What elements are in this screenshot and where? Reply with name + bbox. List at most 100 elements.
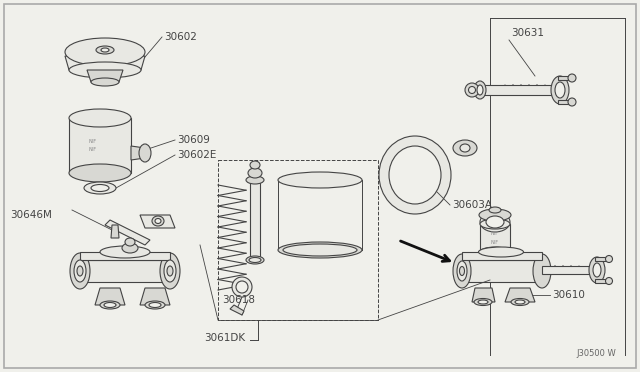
Polygon shape (472, 288, 495, 302)
Text: 30631: 30631 (511, 28, 544, 38)
Ellipse shape (100, 246, 150, 258)
Polygon shape (230, 305, 244, 315)
Ellipse shape (145, 301, 165, 309)
Ellipse shape (460, 144, 470, 152)
Bar (218, 160, 378, 320)
Ellipse shape (278, 242, 362, 258)
Ellipse shape (533, 254, 551, 288)
Bar (595, 257, 609, 261)
Polygon shape (140, 215, 175, 228)
Ellipse shape (149, 302, 161, 308)
Ellipse shape (70, 253, 90, 289)
Polygon shape (80, 260, 170, 282)
Ellipse shape (457, 261, 467, 281)
Ellipse shape (65, 38, 145, 66)
Ellipse shape (139, 144, 151, 162)
Polygon shape (462, 252, 542, 260)
Ellipse shape (84, 182, 116, 194)
Ellipse shape (249, 257, 261, 263)
Ellipse shape (77, 266, 83, 276)
Bar (480, 85, 560, 95)
Ellipse shape (91, 185, 109, 192)
Polygon shape (462, 260, 542, 282)
Polygon shape (87, 70, 123, 82)
Ellipse shape (74, 260, 86, 282)
Text: 30602: 30602 (164, 32, 197, 42)
Ellipse shape (453, 254, 471, 288)
Ellipse shape (589, 257, 605, 283)
Ellipse shape (69, 62, 141, 78)
Bar (595, 279, 609, 283)
Text: NIF: NIF (88, 147, 96, 152)
Ellipse shape (96, 46, 114, 54)
Ellipse shape (246, 256, 264, 264)
Ellipse shape (155, 218, 161, 224)
Ellipse shape (568, 98, 576, 106)
Ellipse shape (480, 219, 510, 229)
Text: 30609: 30609 (177, 135, 210, 145)
Ellipse shape (551, 76, 569, 104)
Ellipse shape (152, 216, 164, 226)
Text: J30500 W: J30500 W (576, 349, 616, 358)
Ellipse shape (477, 85, 483, 95)
Ellipse shape (248, 168, 262, 178)
Ellipse shape (232, 277, 252, 297)
Ellipse shape (91, 78, 119, 86)
Ellipse shape (69, 109, 131, 127)
Polygon shape (105, 220, 150, 245)
Ellipse shape (167, 266, 173, 276)
Ellipse shape (122, 243, 138, 253)
Ellipse shape (104, 302, 116, 308)
Text: 30646M: 30646M (10, 210, 52, 220)
Ellipse shape (474, 81, 486, 99)
Polygon shape (95, 288, 125, 305)
Bar (558, 76, 572, 80)
Ellipse shape (100, 301, 120, 309)
Ellipse shape (486, 216, 504, 228)
Ellipse shape (160, 253, 180, 289)
Ellipse shape (69, 164, 131, 182)
Ellipse shape (489, 207, 501, 213)
Ellipse shape (125, 238, 135, 246)
Text: 30602E: 30602E (177, 150, 216, 160)
Polygon shape (111, 225, 119, 238)
Ellipse shape (511, 298, 529, 305)
Ellipse shape (480, 212, 510, 232)
Ellipse shape (460, 266, 465, 276)
Ellipse shape (379, 136, 451, 214)
Polygon shape (65, 56, 145, 70)
Ellipse shape (101, 48, 109, 52)
Ellipse shape (555, 82, 565, 98)
Polygon shape (80, 252, 170, 260)
Ellipse shape (164, 260, 176, 282)
Ellipse shape (568, 74, 576, 82)
Ellipse shape (283, 244, 357, 256)
Ellipse shape (278, 172, 362, 188)
Ellipse shape (389, 146, 441, 204)
Text: NIF: NIF (491, 240, 499, 245)
Bar (250, 180, 260, 260)
Ellipse shape (593, 263, 601, 277)
Polygon shape (140, 288, 170, 305)
Bar (558, 100, 572, 104)
Ellipse shape (246, 176, 264, 184)
Ellipse shape (236, 281, 248, 293)
Ellipse shape (465, 83, 479, 97)
Ellipse shape (468, 87, 476, 93)
Ellipse shape (478, 300, 488, 304)
Ellipse shape (479, 247, 524, 257)
Ellipse shape (250, 161, 260, 169)
Ellipse shape (605, 256, 612, 263)
Text: 30603A: 30603A (452, 200, 492, 210)
Text: NIF: NIF (491, 231, 499, 236)
Ellipse shape (480, 247, 510, 257)
Ellipse shape (479, 209, 511, 221)
Ellipse shape (605, 278, 612, 285)
Polygon shape (505, 288, 535, 302)
Ellipse shape (453, 140, 477, 156)
Text: 30618: 30618 (222, 295, 255, 305)
Text: 30610: 30610 (552, 290, 585, 300)
Polygon shape (131, 146, 145, 160)
Ellipse shape (474, 298, 492, 305)
Polygon shape (69, 118, 131, 173)
